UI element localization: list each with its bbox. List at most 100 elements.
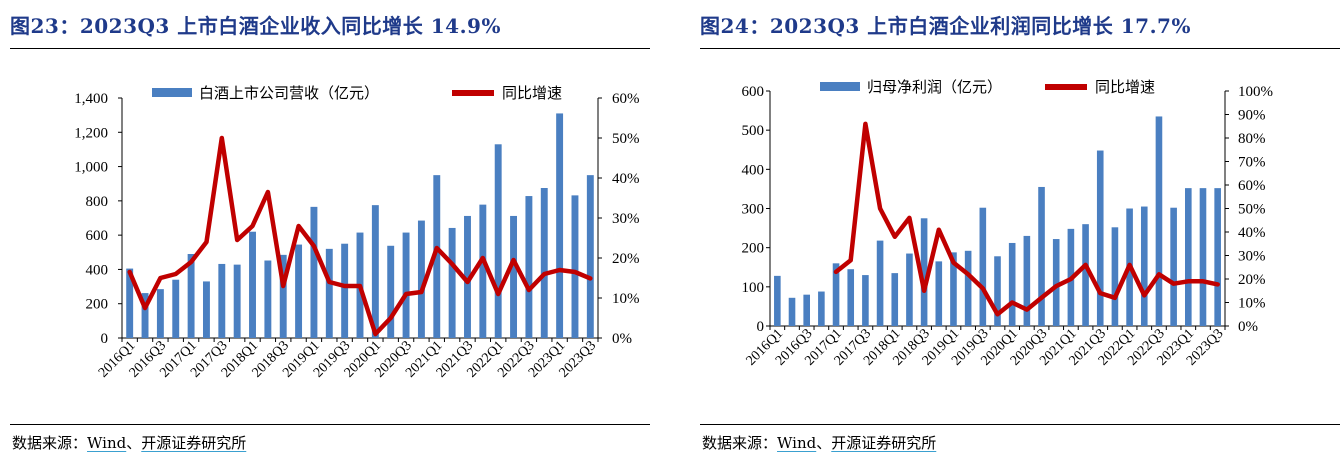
source-note: 数据来源：Wind、开源证券研究所 — [12, 432, 246, 453]
revenue-bar — [1214, 188, 1221, 326]
right-axis-tick-label: 60% — [1238, 178, 1266, 194]
revenue-bar — [417, 220, 425, 338]
right-axis-tick-label: 30% — [1238, 249, 1266, 265]
growth-rate-line — [833, 121, 1220, 317]
revenue-bar — [1082, 224, 1089, 326]
revenue-bar — [964, 250, 972, 326]
left-axis-tick-label: 200 — [86, 297, 109, 313]
right-axis-tick-label: 40% — [612, 171, 640, 187]
revenue-bar — [325, 248, 333, 338]
revenue-bar — [494, 144, 502, 338]
growth-rate-line — [127, 135, 593, 337]
source-separator: 、 — [816, 434, 832, 452]
revenue-bar — [525, 196, 533, 338]
revenue-bar — [402, 232, 410, 338]
revenue-bar — [979, 207, 987, 326]
left-axis-tick-label: 0 — [101, 331, 109, 347]
revenue-bar — [1096, 150, 1104, 326]
revenue-bar — [1111, 227, 1119, 326]
revenue-bar — [1185, 188, 1192, 326]
left-axis-tick-label: 500 — [742, 123, 765, 139]
revenue-bar — [586, 175, 594, 338]
revenue-bar — [387, 245, 395, 338]
footer-rule — [10, 424, 650, 425]
revenue-bar — [448, 227, 456, 338]
left-axis-tick-label: 300 — [742, 202, 765, 218]
revenue-bar — [126, 268, 134, 338]
revenue-bar — [218, 263, 226, 338]
revenue-bar — [950, 252, 957, 326]
revenue-bar — [433, 175, 441, 338]
right-axis-tick-label: 10% — [612, 291, 640, 307]
right-axis-tick-label: 90% — [1238, 108, 1266, 124]
revenue-bar — [788, 297, 796, 326]
right-axis-tick-label: 80% — [1238, 131, 1266, 147]
right-axis-tick-label: 0% — [1238, 319, 1258, 335]
revenue-bar — [264, 260, 272, 338]
revenue-bar — [1008, 242, 1016, 326]
revenue-bar — [540, 188, 548, 338]
left-axis-tick-label: 1,200 — [74, 125, 108, 141]
right-axis-tick-label: 30% — [612, 211, 640, 227]
revenue-bar — [341, 243, 349, 338]
right-axis-tick-label: 50% — [1238, 202, 1266, 218]
figure-title: 图24：2023Q3 上市白酒企业利润同比增长 17.7% — [700, 14, 1191, 38]
right-axis-tick-label: 100% — [1238, 84, 1273, 100]
legend-bar-label: 白酒上市公司营收（亿元） — [199, 85, 379, 102]
revenue-bar — [310, 206, 318, 338]
source-org: 开源证券研究所 — [831, 434, 937, 452]
legend-bar-swatch — [152, 88, 192, 97]
revenue-bar — [847, 269, 855, 326]
revenue-bar — [371, 205, 379, 338]
revenue-bar — [832, 263, 840, 326]
revenue-bar — [1170, 207, 1177, 326]
legend-line-label: 同比增速 — [1095, 79, 1155, 96]
revenue-bar — [994, 256, 1001, 326]
footer-rule — [700, 424, 1340, 425]
left-axis-tick-label: 200 — [742, 241, 765, 257]
left-axis-tick-label: 100 — [742, 280, 765, 296]
left-axis-tick-label: 1,000 — [74, 160, 108, 176]
revenue-bar — [862, 275, 869, 326]
figure-24-panel: 图24：2023Q3 上市白酒企业利润同比增长 17.7% 0 100 200 300… — [690, 0, 1340, 472]
left-axis-tick-label: 400 — [86, 262, 109, 278]
left-axis-tick-label: 600 — [86, 228, 109, 244]
title-rule — [10, 48, 650, 49]
revenue-bar — [295, 244, 303, 338]
revenue-bar — [233, 264, 241, 338]
revenue-bar — [803, 294, 810, 326]
left-axis-tick-label: 400 — [742, 162, 765, 178]
revenue-bar — [479, 204, 487, 338]
revenue-bar — [187, 254, 195, 338]
left-axis-tick-label: 0 — [757, 319, 765, 335]
right-axis-tick-label: 60% — [612, 91, 640, 107]
source-wind: Wind — [777, 434, 817, 452]
revenue-bar — [891, 273, 899, 326]
source-prefix: 数据来源： — [702, 434, 778, 452]
figure-23-panel: 图23：2023Q3 上市白酒企业收入同比增长 14.9% 0 200 400 600… — [0, 0, 650, 472]
revenue-bar — [876, 240, 884, 326]
revenue-bar — [156, 289, 164, 338]
revenue-bar — [1052, 239, 1060, 326]
revenue-bar — [510, 215, 518, 338]
right-axis-tick-label: 20% — [1238, 272, 1266, 288]
legend-bar-label: 归母净利润（亿元） — [867, 79, 1002, 96]
title-rule — [700, 48, 1340, 49]
right-axis-tick-label: 70% — [1238, 155, 1266, 171]
legend-line-label: 同比增速 — [502, 85, 562, 102]
source-note: 数据来源：Wind、开源证券研究所 — [702, 432, 936, 453]
revenue-bar — [202, 281, 210, 338]
revenue-bar — [464, 215, 471, 338]
revenue-bar — [172, 279, 180, 338]
source-wind: Wind — [87, 434, 127, 452]
right-axis-tick-label: 20% — [612, 251, 640, 267]
revenue-bar — [1140, 206, 1148, 326]
revenue-bar — [818, 291, 825, 326]
revenue-bar — [1199, 188, 1207, 326]
right-axis-tick-label: 50% — [612, 131, 640, 147]
revenue-bar — [935, 261, 943, 326]
revenue-bar — [1038, 186, 1045, 326]
figure-title: 图23：2023Q3 上市白酒企业收入同比增长 14.9% — [10, 14, 501, 38]
profit-chart: 0 100 200 300 400 500 600 0% 10% 20% 30% 40% 50% 60% 7… — [742, 79, 1274, 369]
revenue-bar — [141, 293, 149, 338]
